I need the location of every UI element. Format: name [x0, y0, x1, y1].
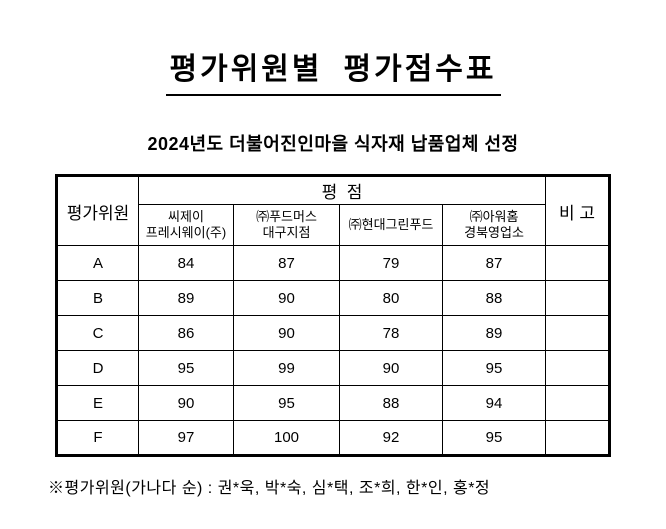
score-cell: 78	[339, 315, 443, 351]
table-header-row-2: 씨제이 프레시웨이(주) ㈜푸드머스 대구지점 ㈜현대그린푸드 ㈜아워홈 경북영…	[57, 204, 610, 246]
score-group-header: 평 점	[137, 175, 547, 205]
title-wrap: 평가위원별 평가점수표	[0, 44, 666, 96]
vendor-header-cj: 씨제이 프레시웨이(주)	[138, 204, 234, 246]
note-cell	[545, 385, 611, 421]
note-column-header: 비 고	[545, 175, 611, 246]
committee-cell: F	[56, 420, 139, 456]
score-cell: 90	[138, 385, 234, 421]
score-cell: 97	[138, 420, 234, 456]
score-cell: 95	[441, 420, 547, 456]
note-cell	[545, 420, 611, 456]
table-row-f: F 97 100 92 95	[56, 420, 611, 456]
table-row-b: B 89 90 80 88	[56, 280, 611, 316]
table-row-a: A 84 87 79 87	[56, 245, 611, 281]
committee-column-header: 평가위원	[56, 175, 139, 246]
score-cell: 84	[138, 245, 234, 281]
score-cell: 87	[441, 245, 547, 281]
score-cell: 86	[138, 315, 234, 351]
document-title: 평가위원별 평가점수표	[165, 44, 501, 96]
score-cell: 100	[233, 420, 340, 456]
committee-members-footnote: ※평가위원(가나다 순) : 권*욱, 박*숙, 심*택, 조*희, 한*인, …	[48, 480, 491, 497]
note-cell	[545, 315, 611, 351]
committee-cell: D	[56, 350, 139, 386]
score-cell: 88	[441, 280, 547, 316]
score-cell: 88	[339, 385, 443, 421]
committee-cell: C	[56, 315, 139, 351]
note-cell	[545, 280, 611, 316]
document-subtitle: 2024년도 더불어진인마을 식자재 납품업체 선정	[147, 134, 519, 154]
table-row-c: C 86 90 78 89	[56, 315, 611, 351]
table-row-d: D 95 99 90 95	[56, 350, 611, 386]
score-cell: 79	[339, 245, 443, 281]
score-cell: 95	[233, 385, 340, 421]
score-cell: 90	[233, 315, 340, 351]
vendor-header-foodmerce: ㈜푸드머스 대구지점	[233, 204, 340, 246]
committee-cell: A	[56, 245, 139, 281]
committee-cell: B	[56, 280, 139, 316]
score-cell: 99	[233, 350, 340, 386]
vendor-header-hyundai: ㈜현대그린푸드	[339, 204, 443, 246]
score-cell: 80	[339, 280, 443, 316]
score-cell: 90	[339, 350, 443, 386]
score-cell: 89	[441, 315, 547, 351]
score-cell: 87	[233, 245, 340, 281]
score-cell: 95	[441, 350, 547, 386]
table-row-e: E 90 95 88 94	[56, 385, 611, 421]
score-table: 평가위원 평 점 비 고 씨제이 프레시웨이(주) ㈜푸드머스 대구지점 ㈜현대…	[55, 174, 612, 457]
score-cell: 89	[138, 280, 234, 316]
score-cell: 94	[441, 385, 547, 421]
note-cell	[545, 350, 611, 386]
score-cell: 92	[339, 420, 443, 456]
committee-cell: E	[56, 385, 139, 421]
vendor-header-ourhome: ㈜아워홈 경북영업소	[441, 204, 547, 246]
score-cell: 90	[233, 280, 340, 316]
score-cell: 95	[138, 350, 234, 386]
table-header-row-1: 평가위원 평 점 비 고	[56, 175, 611, 246]
note-cell	[545, 245, 611, 281]
